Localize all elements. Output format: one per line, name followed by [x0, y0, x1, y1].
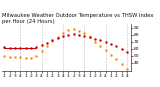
- Text: Milwaukee Weather Outdoor Temperature vs THSW Index per Hour (24 Hours): Milwaukee Weather Outdoor Temperature vs…: [2, 13, 153, 24]
